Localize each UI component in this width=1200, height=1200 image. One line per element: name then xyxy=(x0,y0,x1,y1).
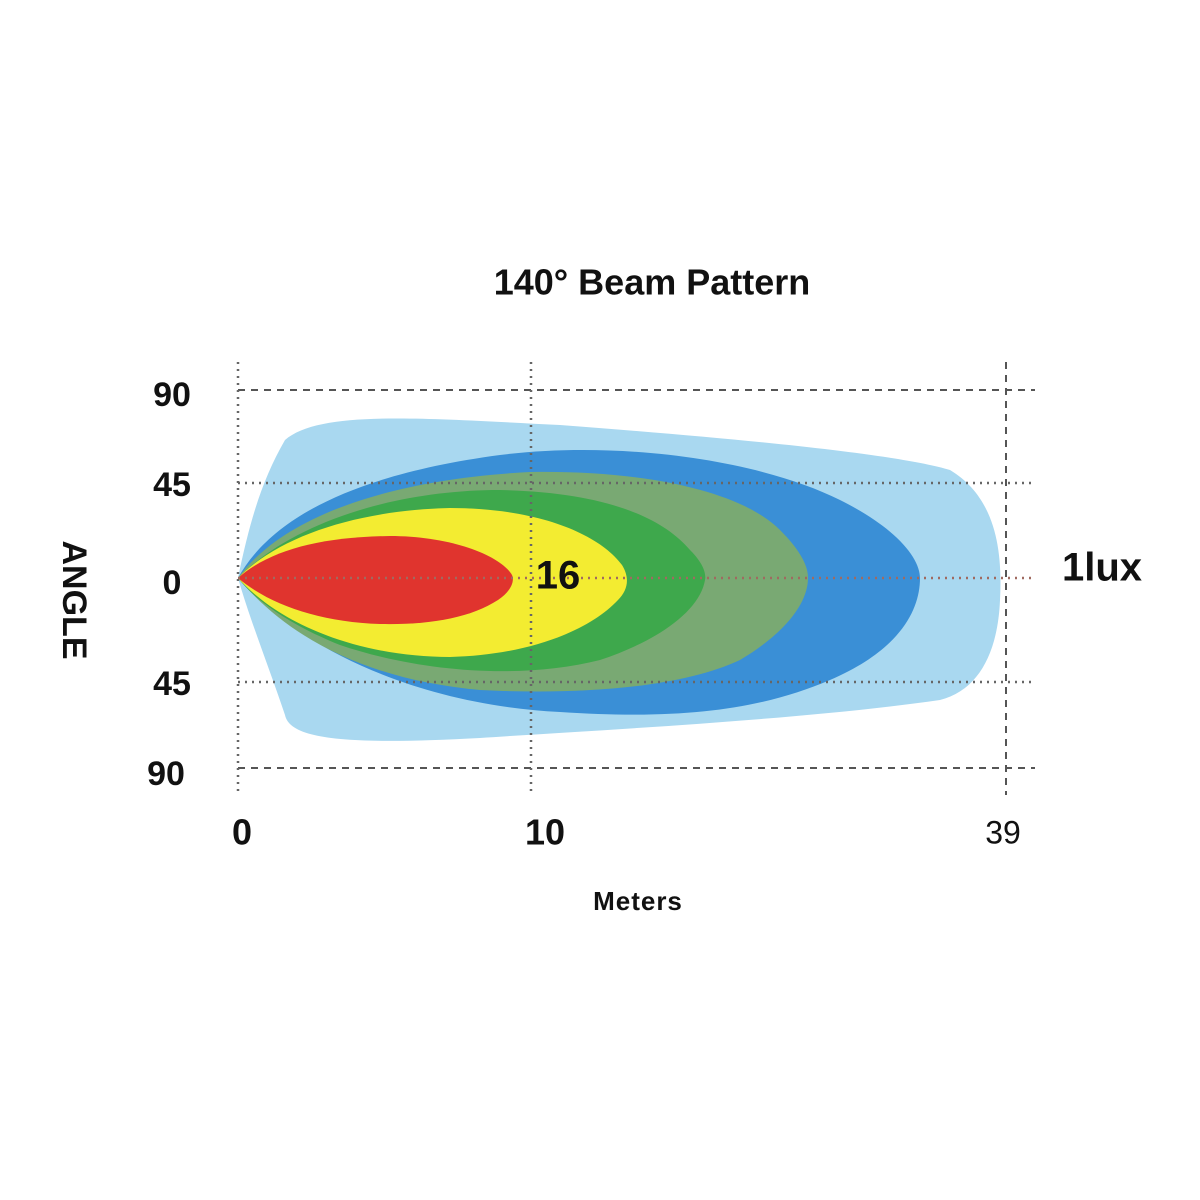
edge-annotation: 1lux xyxy=(1062,546,1142,590)
zone-red xyxy=(238,536,513,625)
y-axis-label: ANGLE xyxy=(55,541,93,660)
title: 140° Beam Pattern xyxy=(494,262,811,303)
y-tick-label: 0 xyxy=(163,564,182,602)
center-annotation: 16 xyxy=(536,554,581,598)
y-tick-label: 45 xyxy=(153,466,191,504)
y-tick-label: 90 xyxy=(147,755,185,793)
y-tick-label: 45 xyxy=(153,665,191,703)
y-tick-label: 90 xyxy=(153,376,191,414)
x-axis-label: Meters xyxy=(593,886,683,916)
x-tick-label: 0 xyxy=(232,812,252,853)
x-tick-label: 10 xyxy=(525,812,565,853)
x-tick-label: 39 xyxy=(985,814,1021,850)
